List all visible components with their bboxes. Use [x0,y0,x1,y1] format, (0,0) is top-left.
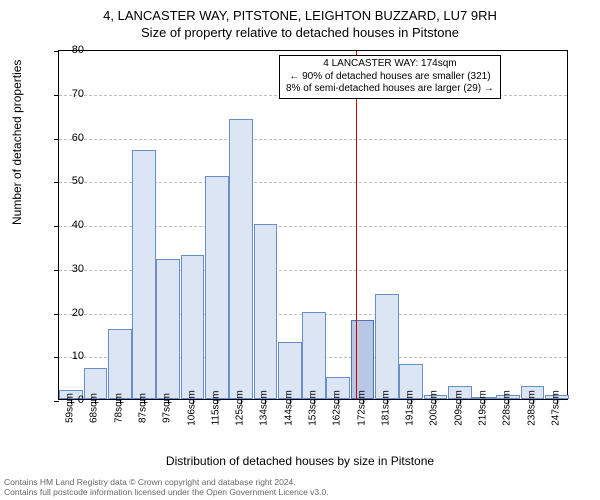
xtick-label: 228sqm [502,390,513,426]
xtick-label: 68sqm [89,393,100,423]
xtick-label: 97sqm [162,393,173,423]
xtick-label: 238sqm [526,390,537,426]
ytick-label: 20 [54,307,84,319]
plot-area: 4 LANCASTER WAY: 174sqm← 90% of detached… [58,50,568,400]
xtick-label: 125sqm [235,390,246,426]
xtick-label: 219sqm [478,390,489,426]
annotation-box: 4 LANCASTER WAY: 174sqm← 90% of detached… [279,55,501,99]
bar [302,312,326,400]
ytick-label: 10 [54,350,84,362]
xtick-label: 134sqm [259,390,270,426]
annotation-line2: ← 90% of detached houses are smaller (32… [286,71,494,84]
footer-line2: Contains full postcode information licen… [4,488,596,498]
xtick-label: 191sqm [405,390,416,426]
chart-title-sub: Size of property relative to detached ho… [0,23,600,40]
bar [132,150,156,399]
xtick-label: 106sqm [186,390,197,426]
xtick-label: 172sqm [356,390,367,426]
ytick-label: 50 [54,175,84,187]
xtick-label: 247sqm [550,390,561,426]
ytick-label: 40 [54,219,84,231]
xtick-label: 209sqm [453,390,464,426]
xtick-label: 115sqm [210,391,221,426]
bar [375,294,399,399]
bar [108,329,132,399]
xtick-label: 162sqm [332,390,343,426]
bar [254,224,278,399]
xtick-label: 181sqm [380,390,391,426]
bar [156,259,180,399]
bar [229,119,253,399]
ytick-label: 30 [54,263,84,275]
annotation-line1: 4 LANCASTER WAY: 174sqm [286,58,494,71]
bar [181,255,205,399]
property-marker-line [356,51,357,399]
x-axis-label: Distribution of detached houses by size … [0,454,600,468]
chart-container: 4 LANCASTER WAY: 174sqm← 90% of detached… [58,50,568,400]
xtick-label: 78sqm [113,393,124,423]
bar [205,176,229,399]
xtick-label: 144sqm [283,390,294,426]
xtick-label: 153sqm [308,390,319,426]
ytick-label: 70 [54,88,84,100]
chart-title-main: 4, LANCASTER WAY, PITSTONE, LEIGHTON BUZ… [0,0,600,23]
xtick-label: 87sqm [138,393,149,423]
ytick-label: 80 [54,44,84,56]
footer-attribution: Contains HM Land Registry data © Crown c… [0,476,600,500]
xtick-label: 200sqm [429,390,440,426]
ytick-label: 60 [54,132,84,144]
gridline [59,139,567,140]
y-axis-label: Number of detached properties [10,60,24,225]
bar-highlighted [351,320,375,399]
xtick-label: 59sqm [65,393,76,423]
annotation-line3: 8% of semi-detached houses are larger (2… [286,83,494,96]
